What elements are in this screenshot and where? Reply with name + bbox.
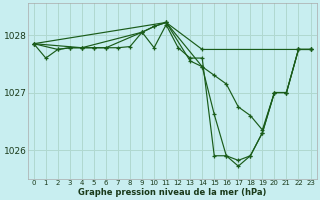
X-axis label: Graphe pression niveau de la mer (hPa): Graphe pression niveau de la mer (hPa)	[78, 188, 266, 197]
